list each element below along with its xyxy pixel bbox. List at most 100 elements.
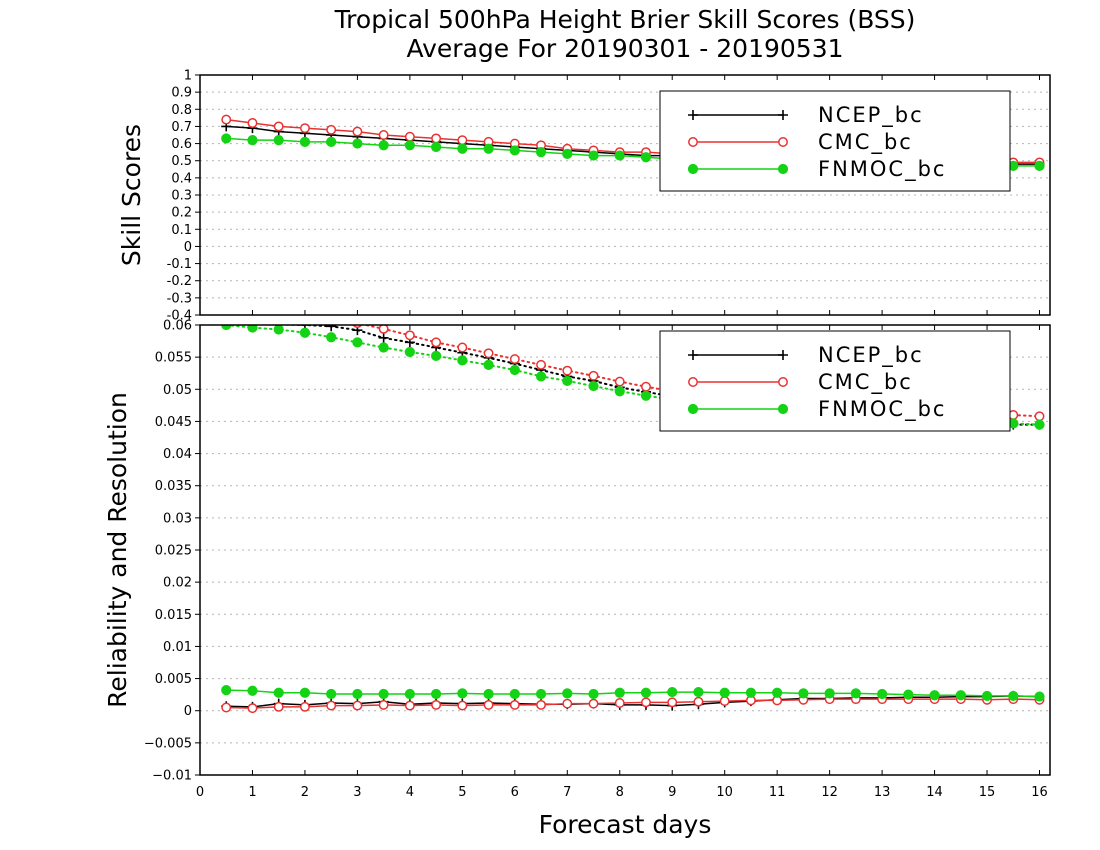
data-point [326,136,337,147]
data-point [536,359,546,370]
data-point [745,687,757,698]
data-point [378,342,389,353]
data-point [299,123,310,134]
y-tick-label: 0 [184,240,192,255]
data-point [326,700,337,711]
x-tick-label: 3 [353,785,361,800]
data-point [1034,160,1045,171]
data-point [850,688,861,699]
legend-label: CMC_bc [818,130,913,155]
legend-marker [688,110,698,120]
x-tick-label: 9 [668,785,676,800]
data-point [1034,411,1045,422]
data-point [404,131,415,142]
data-point [457,700,468,711]
data-point [483,688,494,700]
data-point [509,699,520,710]
y-tick-label: 1 [184,69,192,84]
legend-marker [778,350,788,360]
data-point [641,697,651,708]
data-point [1034,419,1045,430]
legend-box [659,90,1011,192]
x-tick-label: 14 [926,785,943,800]
y-tick-label: 0.8 [171,103,192,118]
data-point [247,325,258,333]
x-ticks: 0 1 2 3 4 5 6 7 8 9 10 11 12 13 14 15 16 [196,325,1048,800]
data-point [719,696,730,707]
y-tick-label: -0.4 [167,309,192,324]
data-point [562,698,573,709]
chart-title-line2: Average For 20190301 - 20190531 [406,34,843,63]
data-point [352,688,363,700]
data-point [352,700,363,711]
legend-marker [688,137,698,147]
data-point [352,325,362,329]
data-point [273,121,284,132]
x-tick-label: 7 [563,785,571,800]
data-point [378,325,389,334]
data-point [221,133,232,144]
data-point [535,688,547,700]
data-point [693,696,704,707]
data-point [247,118,258,128]
data-point [299,136,311,147]
data-point [824,688,835,699]
data-point [273,325,284,335]
data-point [457,143,468,154]
legend-item-cmc-bc: CMC_bc [688,130,913,155]
x-tick-label: 6 [511,785,519,800]
x-tick-label: 0 [196,785,204,800]
y-tick-label: −0.005 [144,736,192,751]
data-point [299,327,311,338]
data-point [221,325,232,331]
data-point [483,359,494,370]
data-point [955,690,966,701]
data-point [404,700,415,711]
x-tick-label: 1 [248,785,256,800]
data-point [536,699,546,710]
data-point [378,130,389,140]
y-tick-label: 0.3 [171,189,192,204]
data-point [222,295,230,303]
y-tick-label: −0.01 [152,769,192,784]
x-tick-label: 10 [716,785,733,800]
data-point [483,699,494,710]
x-tick-label: 2 [301,785,309,800]
y-tick-label: 0.7 [171,120,192,135]
data-point [247,703,258,714]
plot-panels: -0.4 -0.3 -0.2 -0.1 0 0.1 0.2 0.3 0.4 0.5 0.6 0.7 0.… [103,69,1051,800]
y-tick-label: 0.015 [155,608,192,623]
data-point [378,699,389,710]
y-tick-label: 0.045 [155,415,192,430]
data-point [719,687,730,698]
data-point [929,690,940,701]
data-point [221,685,232,696]
data-point [431,141,442,153]
data-point [457,688,468,699]
y-tick-label: 0.035 [155,479,192,494]
data-point [431,350,442,361]
y-tick-label: 0.01 [163,640,192,655]
data-point [352,138,363,149]
legend-marker [777,403,789,415]
legend-marker [778,110,788,120]
x-tick-label: 8 [616,785,624,800]
y-tick-labels: -0.4 -0.3 -0.2 -0.1 0 0.1 0.2 0.3 0.4 0.5 0.6 0.7 0.… [167,69,200,324]
data-point [535,371,547,382]
legend-item-fnmoc-bc: FNMOC_bc [687,397,944,422]
legend-label: CMC_bc [818,370,913,395]
data-point [404,688,415,700]
data-point [299,701,310,712]
data-point [588,150,599,161]
data-point [404,140,415,151]
data-point [640,152,652,163]
data-point [273,701,284,712]
legend-marker [687,403,699,415]
series-line [226,689,1040,698]
data-point [275,303,283,311]
legend-label: FNMOC_bc [818,157,946,182]
panel-1: -0.4 -0.3 -0.2 -0.1 0 0.1 0.2 0.3 0.4 0.5 0.6 0.7 0.… [117,69,1051,324]
data-point [457,342,468,353]
